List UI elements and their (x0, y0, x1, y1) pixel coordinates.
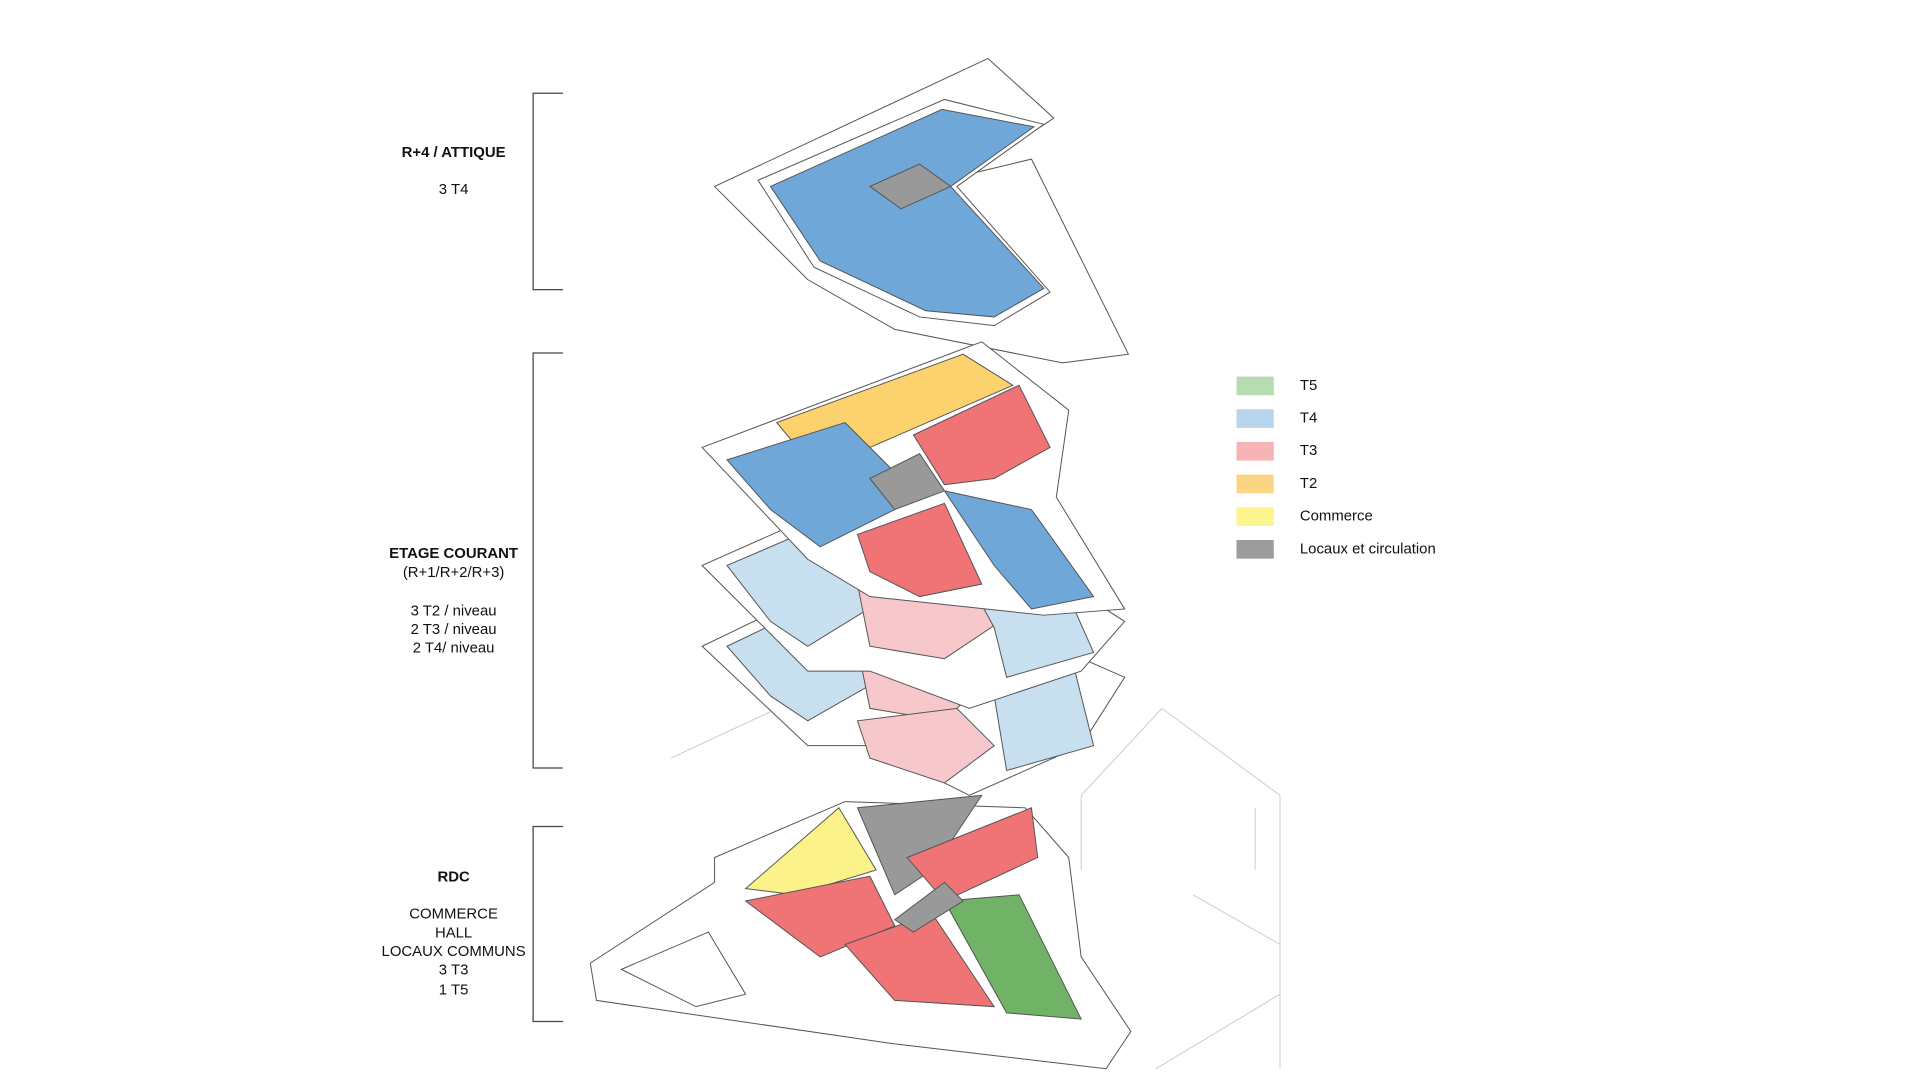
legend-label: T3 (1300, 443, 1317, 459)
t3-3b (856, 502, 983, 598)
legend: T5 T4 T3 T2 Commerce Locaux et circulation (1236, 376, 1436, 559)
legend-swatch (1236, 507, 1274, 526)
legend-label: T4 (1300, 411, 1317, 427)
courtyard (620, 931, 747, 1008)
section-line: 2 T4/ niveau (413, 641, 495, 657)
legend-swatch (1236, 409, 1274, 428)
t4-3 (726, 421, 921, 548)
commerce (744, 807, 877, 896)
circulation (869, 452, 946, 511)
t3-3 (912, 384, 1051, 486)
section-line: LOCAUX COMMUNS (382, 944, 526, 960)
section-title: RDC (437, 869, 470, 885)
section-title: R+4 / ATTIQUE (402, 145, 506, 161)
section-line: (R+1/R+2/R+3) (403, 565, 505, 581)
hall (893, 881, 964, 933)
section-line: 1 T5 (439, 982, 469, 998)
section-line: COMMERCE (409, 907, 498, 923)
t4-3b (943, 490, 1095, 610)
section-line: HALL (435, 925, 472, 941)
floor-rdc (589, 794, 1132, 1070)
section-line: 2 T3 / niveau (411, 622, 497, 638)
t3-a (744, 875, 896, 958)
floor-r4 (713, 57, 1130, 364)
circulation (868, 163, 952, 210)
brackets (532, 92, 563, 1023)
legend-swatch (1236, 474, 1274, 494)
legend-label: T2 (1300, 476, 1317, 492)
section-line: 3 T4 (439, 182, 469, 198)
t3-b (906, 807, 1039, 902)
bracket (532, 825, 563, 1023)
legend-label: Locaux et circulation (1300, 541, 1436, 557)
floor-courant (701, 341, 1126, 796)
section-line: 3 T3 (439, 963, 469, 979)
bracket (532, 352, 563, 769)
apartment-t4 (769, 108, 1045, 318)
t3-1b (856, 707, 995, 784)
context (670, 670, 1281, 1070)
legend-label: Commerce (1300, 509, 1373, 525)
legend-label: T5 (1300, 378, 1317, 394)
bracket (532, 92, 563, 291)
legend-swatch (1236, 376, 1274, 396)
section-title: ETAGE COURANT (389, 546, 518, 562)
context-lines (670, 670, 1281, 1070)
section-labels: R+4 / ATTIQUE 3 T4 ETAGE COURANT (R+1/R+2/R… (382, 145, 526, 999)
legend-swatch (1236, 441, 1274, 461)
section-line: 3 T2 / niveau (411, 603, 497, 619)
legend-swatch (1236, 540, 1274, 559)
t5 (943, 894, 1083, 1020)
